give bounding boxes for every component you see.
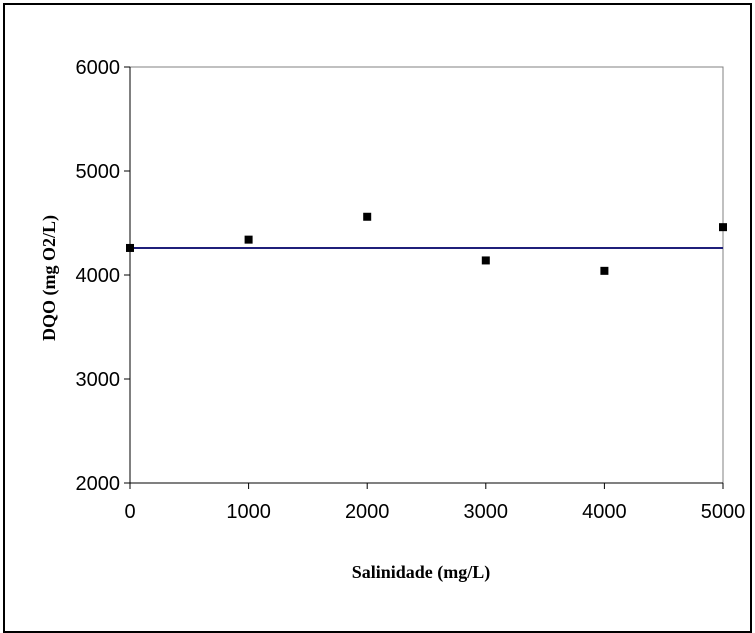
x-tick-label: 5000: [701, 501, 746, 523]
data-point: [600, 266, 609, 275]
data-point: [481, 256, 490, 265]
data-point: [244, 235, 253, 244]
plot-area: [129, 66, 724, 484]
x-tick-label: 1000: [226, 501, 271, 523]
x-tick-label: 2000: [345, 501, 390, 523]
x-axis: 0 1000 2000 3000 4000 5000: [124, 482, 746, 523]
data-points: [126, 212, 727, 275]
data-point: [363, 212, 372, 221]
y-tick-label: 3000: [76, 369, 121, 391]
scatter-chart: 2000 3000 4000 5000 6000 0 1000 2000 3000 4000 50…: [39, 57, 746, 583]
x-tick-label: 4000: [582, 501, 627, 523]
x-tick-label: 0: [124, 501, 135, 523]
y-axis-title: DQO (mg O2/L): [39, 215, 60, 341]
data-point: [719, 223, 727, 232]
data-point: [126, 243, 134, 252]
y-tick-label: 4000: [76, 265, 121, 287]
y-axis: 2000 3000 4000 5000 6000: [76, 57, 131, 495]
x-axis-title: Salinidade (mg/L): [352, 562, 491, 583]
x-tick-label: 3000: [464, 501, 509, 523]
y-tick-label: 5000: [76, 161, 121, 183]
y-tick-label: 6000: [76, 57, 121, 79]
y-tick-label: 2000: [76, 473, 121, 495]
